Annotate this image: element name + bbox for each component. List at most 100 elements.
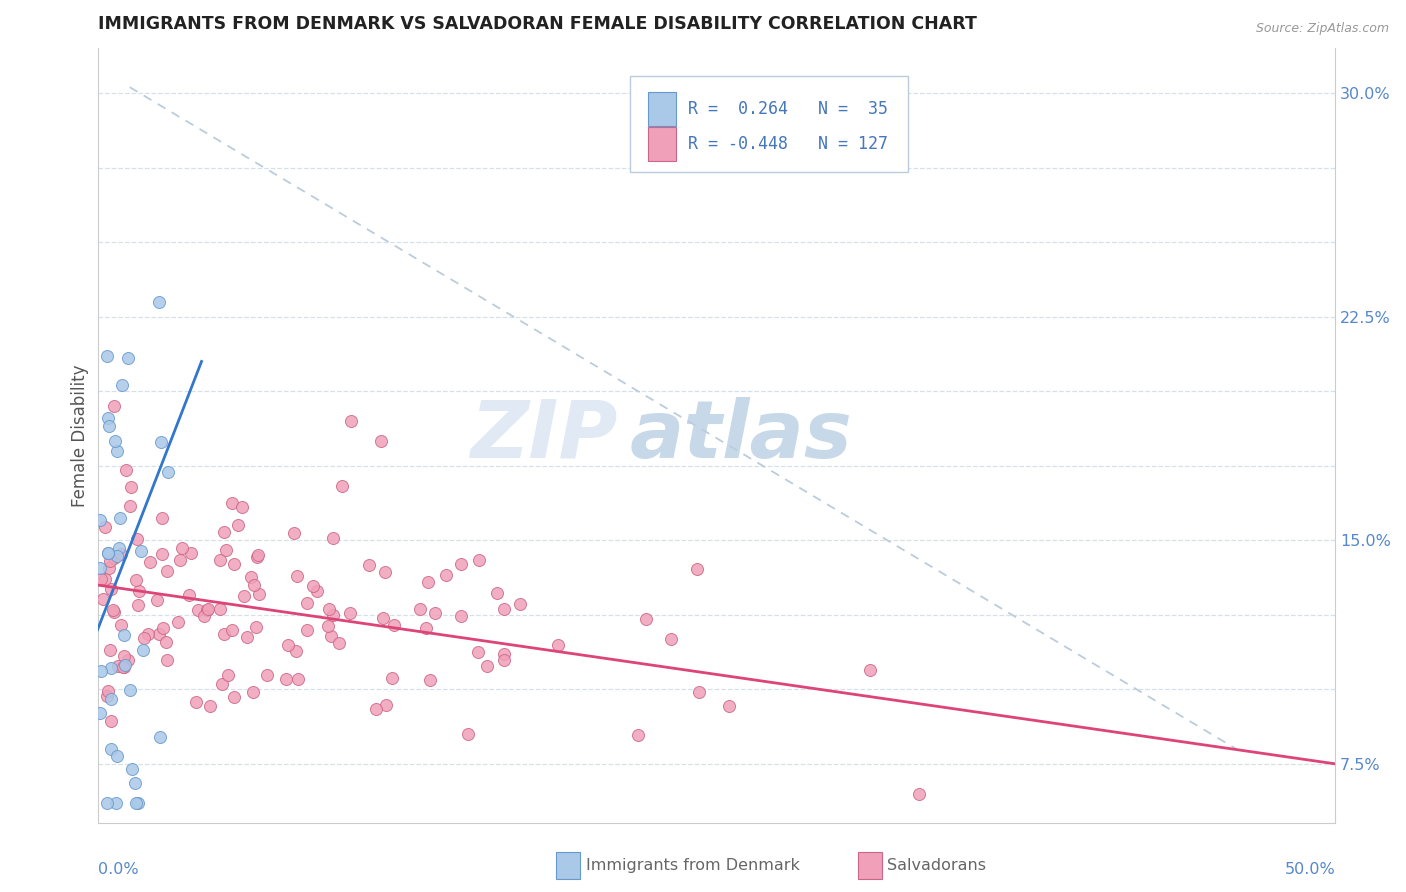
Point — [89, 572, 111, 586]
Point — [382, 617, 405, 632]
Point — [217, 668, 239, 682]
Point — [247, 549, 270, 563]
Point — [120, 682, 142, 697]
Point — [180, 546, 202, 560]
Point — [450, 557, 472, 571]
Point — [686, 561, 709, 575]
Point — [357, 558, 380, 572]
Point — [243, 578, 266, 592]
Text: R = -0.448   N = 127: R = -0.448 N = 127 — [688, 135, 889, 153]
Point — [155, 564, 177, 578]
Point — [366, 702, 388, 716]
FancyBboxPatch shape — [630, 76, 908, 172]
Point — [108, 541, 131, 555]
Point — [319, 630, 342, 644]
Point — [416, 575, 439, 590]
Point — [450, 608, 472, 623]
Point — [208, 602, 231, 616]
Point — [316, 619, 339, 633]
Point — [179, 588, 201, 602]
Point — [108, 511, 131, 525]
Point — [125, 796, 148, 810]
Point — [127, 598, 149, 612]
Text: ZIP: ZIP — [470, 397, 617, 475]
Point — [187, 603, 209, 617]
Point — [214, 543, 236, 558]
Point — [98, 561, 121, 575]
Point — [256, 668, 278, 682]
Point — [231, 500, 253, 514]
Point — [114, 657, 136, 672]
Point — [859, 664, 882, 678]
Point — [330, 479, 353, 493]
Point — [226, 518, 249, 533]
Point — [117, 653, 139, 667]
Point — [112, 660, 135, 674]
Point — [112, 648, 135, 663]
Point — [155, 653, 177, 667]
Point — [105, 549, 128, 564]
Bar — [648, 92, 675, 126]
Text: Salvadorans: Salvadorans — [887, 858, 986, 873]
Point — [89, 706, 111, 720]
Point — [148, 627, 170, 641]
Point — [235, 630, 257, 644]
Point — [118, 499, 141, 513]
Point — [284, 644, 307, 658]
Point — [245, 620, 267, 634]
Y-axis label: Female Disability: Female Disability — [72, 365, 89, 508]
Point — [112, 660, 135, 674]
Text: Immigrants from Denmark: Immigrants from Denmark — [586, 858, 800, 873]
Point — [186, 695, 208, 709]
Point — [90, 664, 112, 678]
Point — [277, 638, 299, 652]
Point — [104, 796, 127, 810]
Text: R =  0.264   N =  35: R = 0.264 N = 35 — [688, 100, 889, 118]
Point — [103, 550, 125, 565]
Point — [318, 601, 340, 615]
Point — [425, 606, 447, 620]
Point — [224, 558, 246, 572]
Point — [150, 511, 173, 525]
Point — [287, 568, 309, 582]
Text: IMMIGRANTS FROM DENMARK VS SALVADORAN FEMALE DISABILITY CORRELATION CHART: IMMIGRANTS FROM DENMARK VS SALVADORAN FE… — [97, 15, 976, 33]
Point — [457, 727, 479, 741]
Point — [302, 579, 325, 593]
Point — [101, 603, 124, 617]
Point — [97, 545, 120, 559]
Point — [328, 635, 350, 649]
Point — [287, 672, 309, 686]
Point — [121, 762, 143, 776]
Point — [127, 796, 149, 810]
Point — [242, 685, 264, 699]
Text: 0.0%: 0.0% — [97, 863, 138, 878]
Point — [125, 573, 148, 587]
Text: atlas: atlas — [630, 397, 852, 475]
Point — [132, 631, 155, 645]
Point — [486, 586, 509, 600]
Point — [211, 677, 233, 691]
Bar — [648, 127, 675, 161]
Point — [100, 714, 122, 729]
Point — [128, 584, 150, 599]
Point — [104, 434, 127, 448]
Point — [492, 648, 515, 662]
Point — [100, 742, 122, 756]
Point — [157, 465, 180, 479]
Point — [100, 691, 122, 706]
Point — [120, 480, 142, 494]
Point — [222, 690, 245, 704]
Bar — [858, 852, 883, 880]
Point — [375, 698, 398, 712]
Point — [110, 617, 132, 632]
Point — [150, 547, 173, 561]
Point — [415, 621, 437, 635]
Point — [100, 661, 122, 675]
Point — [131, 544, 153, 558]
Point — [97, 546, 120, 560]
Point — [419, 673, 441, 688]
Point — [295, 596, 318, 610]
Point — [93, 520, 115, 534]
Point — [221, 496, 243, 510]
Point — [107, 659, 129, 673]
